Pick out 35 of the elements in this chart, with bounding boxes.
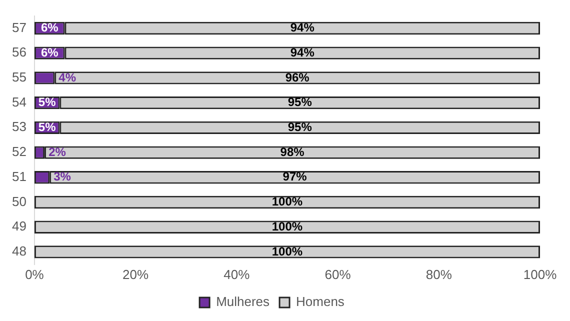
x-tick-label: 0% (25, 266, 44, 282)
data-label: 6% (40, 45, 59, 60)
y-tick-label: 57 (12, 20, 26, 35)
x-tick-label: 60% (324, 266, 352, 282)
data-label: 98% (280, 144, 305, 159)
y-tick-label: 52 (12, 144, 26, 160)
data-label: 94% (290, 20, 315, 35)
data-label: 100% (272, 194, 303, 209)
data-label: 6% (40, 20, 59, 35)
y-tick-label: 56 (12, 44, 26, 60)
y-tick-label: 55 (12, 70, 26, 85)
x-tick-label: 40% (224, 266, 250, 282)
y-tick-label: 51 (12, 168, 26, 184)
legend-label: Homens (296, 294, 345, 310)
y-tick-label: 49 (12, 218, 26, 234)
data-label: 96% (285, 70, 310, 84)
data-label: 100% (272, 244, 303, 258)
x-tick-label: 80% (426, 266, 452, 282)
data-label: 100% (272, 219, 303, 234)
y-tick-label: 48 (12, 244, 26, 259)
y-tick-label: 50 (12, 194, 26, 209)
x-tick-label: 100% (523, 266, 558, 282)
y-tick-label: 54 (12, 94, 26, 110)
legend-label: Mulheres (216, 294, 270, 310)
y-tick-label: 53 (12, 119, 26, 134)
data-label: 5% (38, 95, 56, 110)
data-label: 4% (58, 70, 76, 84)
data-label: 2% (48, 144, 66, 159)
data-label: 3% (54, 170, 72, 184)
data-label: 97% (282, 170, 308, 184)
data-label: 94% (290, 45, 315, 60)
x-tick-label: 20% (122, 266, 150, 282)
data-label: 5% (38, 120, 56, 134)
data-label: 95% (288, 95, 312, 110)
data-label: 95% (288, 120, 312, 134)
